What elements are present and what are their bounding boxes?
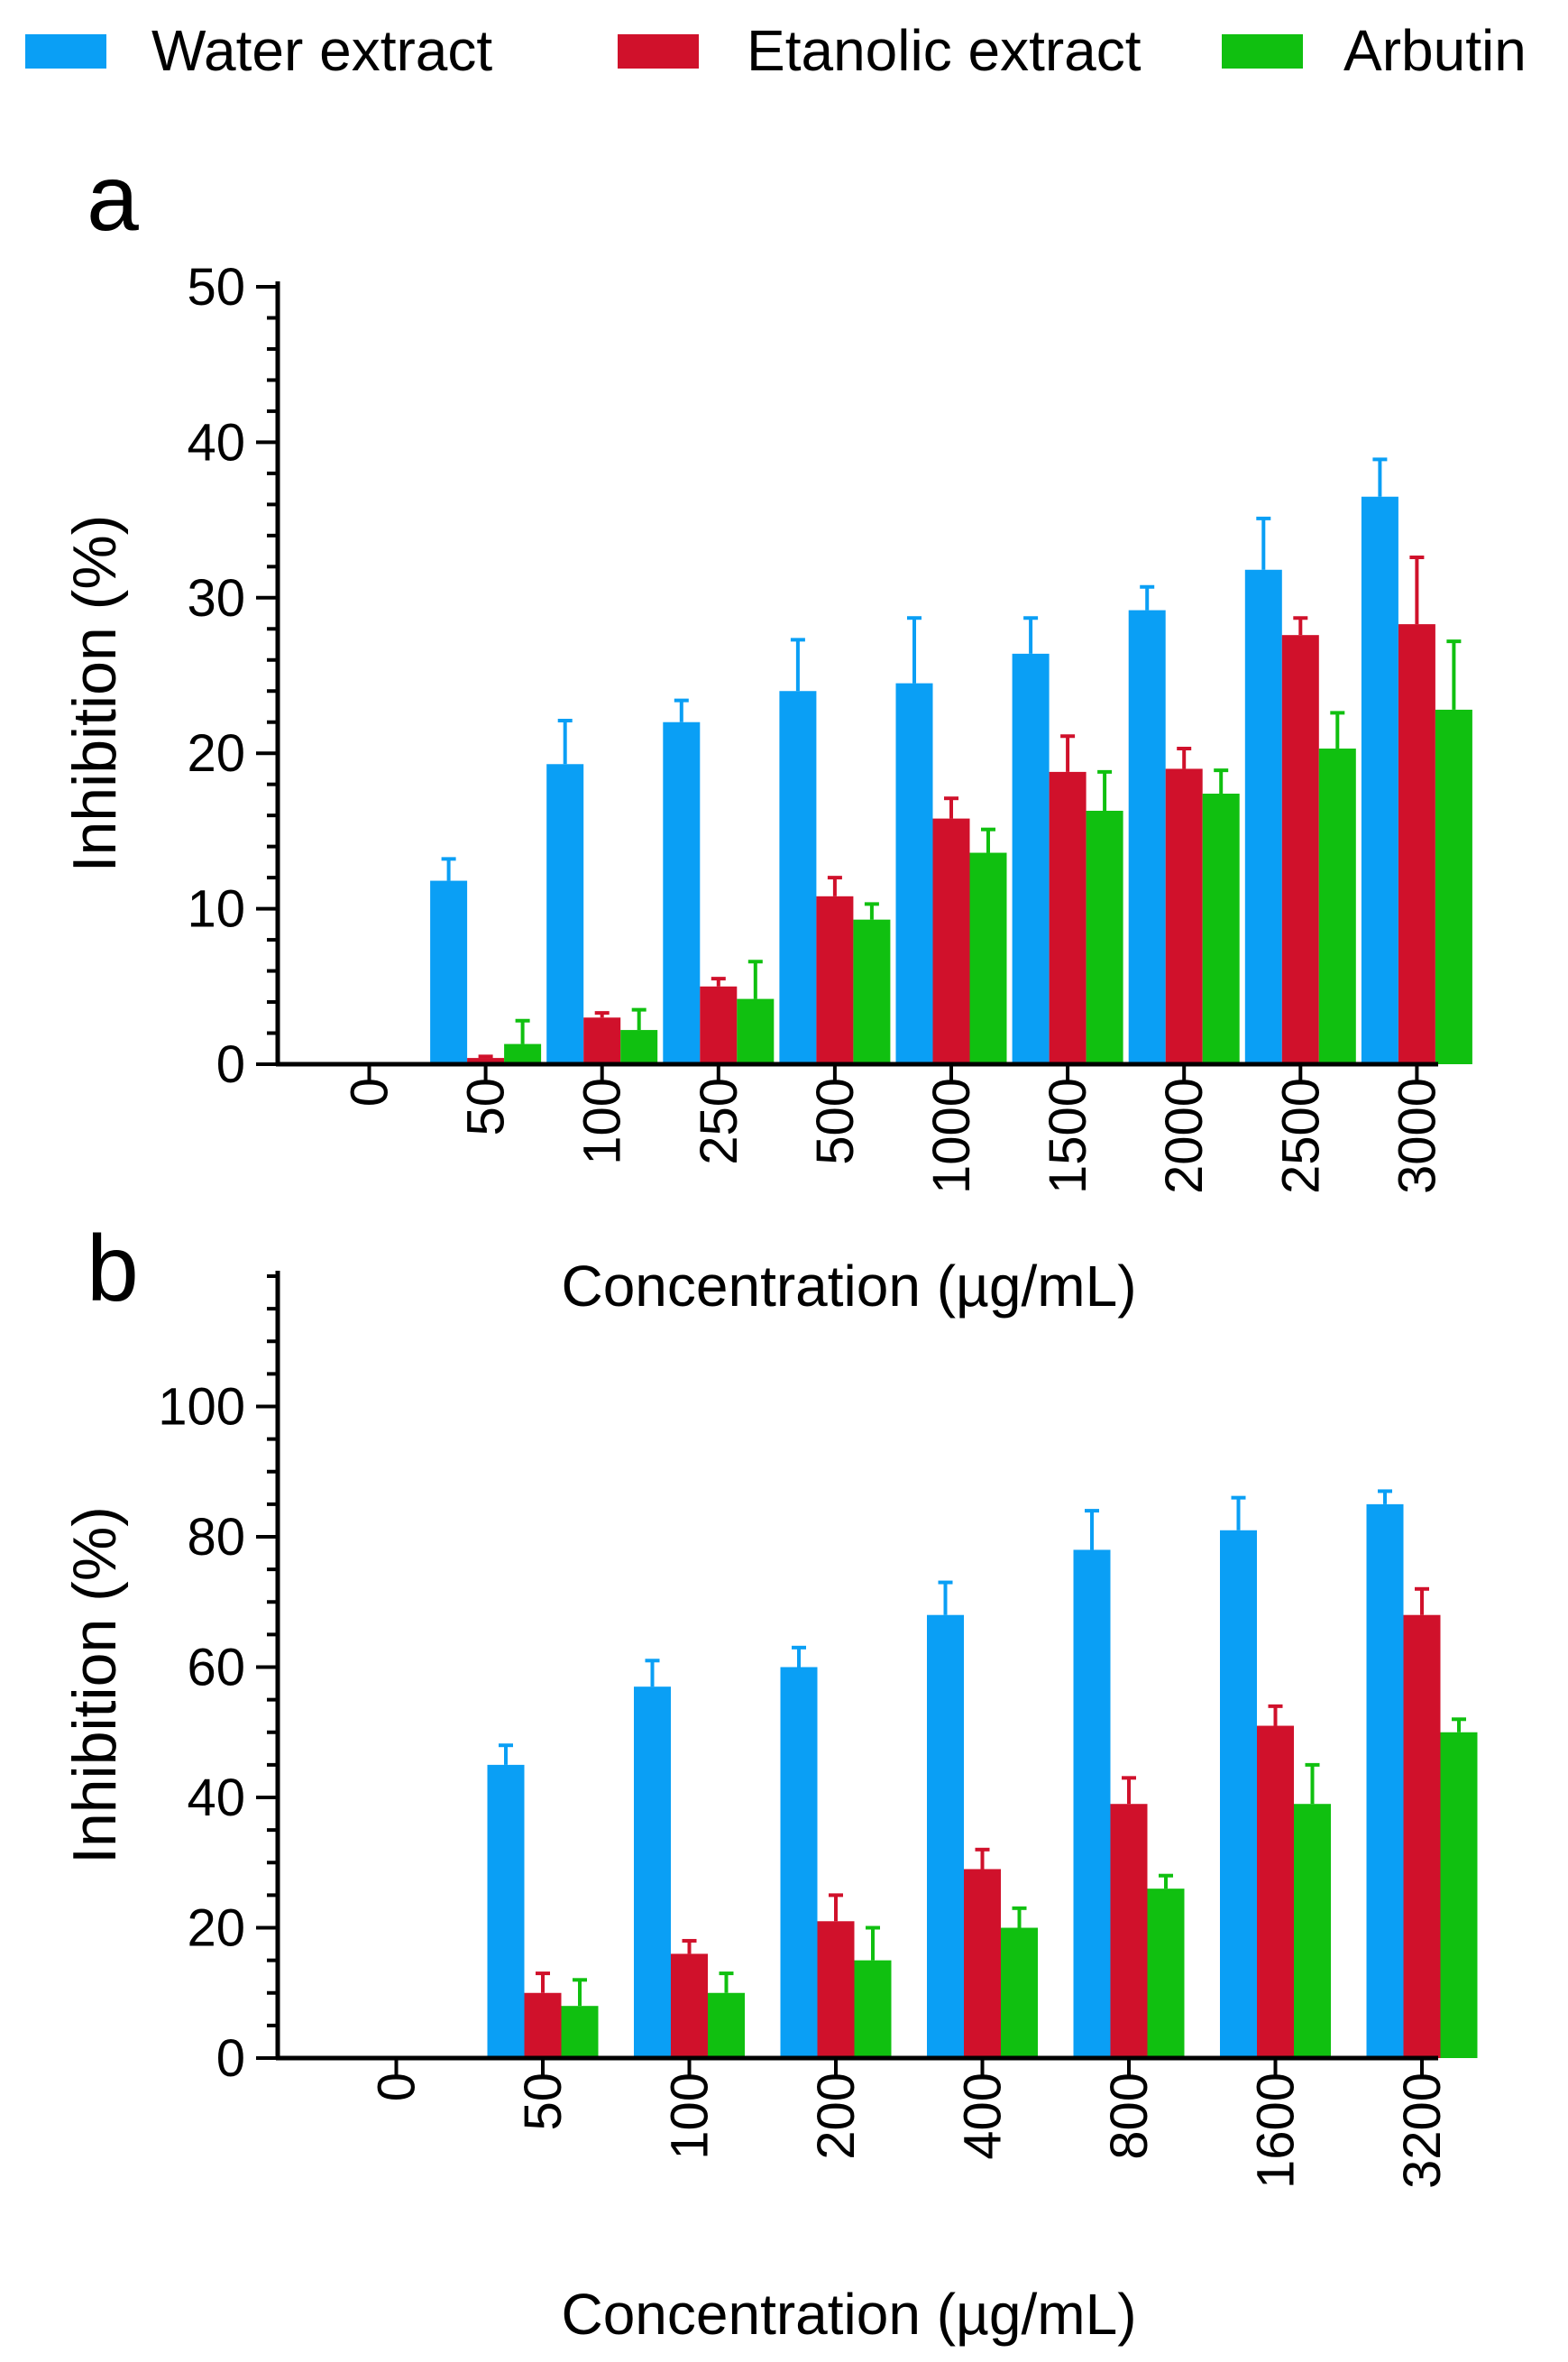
x-tick-label-b: 100 <box>661 2072 720 2160</box>
x-tick-label-b: 1600 <box>1247 2072 1306 2189</box>
panel-letter-b: b <box>87 1217 139 1321</box>
y-tick-label-b: 0 <box>216 2029 245 2088</box>
y-tick-label-b: 40 <box>187 1769 245 1827</box>
bar-a-water-extract-100 <box>546 764 584 1064</box>
bar-b-etanolic-extract-800 <box>1110 1804 1148 2058</box>
y-axis-title-a: Inhibition (%) <box>60 515 129 873</box>
bar-a-arbutin-3000 <box>1435 709 1472 1064</box>
bar-a-arbutin-500 <box>853 919 891 1064</box>
legend-swatch-water <box>25 34 106 69</box>
bar-a-water-extract-50 <box>430 880 468 1064</box>
y-tick-label-a: 0 <box>216 1035 245 1094</box>
bar-b-arbutin-200 <box>854 1960 892 2058</box>
bar-b-etanolic-extract-400 <box>964 1869 1001 2058</box>
bar-a-water-extract-2000 <box>1128 610 1166 1064</box>
bar-a-arbutin-250 <box>737 998 775 1064</box>
bar-a-water-extract-1500 <box>1012 653 1050 1064</box>
bar-b-etanolic-extract-3200 <box>1403 1614 1441 2058</box>
bar-b-water-extract-800 <box>1073 1549 1111 2058</box>
x-tick-label-a: 1000 <box>922 1078 981 1194</box>
y-tick-label-a: 50 <box>187 258 245 317</box>
bar-a-arbutin-100 <box>620 1030 658 1064</box>
legend-label-water: Water extract <box>151 18 493 83</box>
bar-b-etanolic-extract-200 <box>817 1921 855 2058</box>
bar-a-etanolic-extract-100 <box>583 1017 621 1064</box>
y-tick-label-a: 20 <box>187 724 245 783</box>
x-axis-title-b: Concentration (µg/mL) <box>561 2282 1136 2347</box>
bar-b-arbutin-100 <box>708 1992 745 2058</box>
bar-b-water-extract-400 <box>927 1614 964 2058</box>
bar-a-etanolic-extract-1000 <box>932 818 970 1064</box>
y-tick-label-a: 10 <box>187 880 245 939</box>
bar-a-etanolic-extract-50 <box>467 1058 505 1064</box>
bar-b-water-extract-50 <box>487 1764 525 2058</box>
bar-a-etanolic-extract-250 <box>700 986 738 1064</box>
bar-a-water-extract-2500 <box>1244 569 1282 1064</box>
x-tick-label-a: 2000 <box>1155 1078 1214 1194</box>
legend-label-ethanolic: Etanolic extract <box>747 18 1142 83</box>
x-tick-label-a: 1500 <box>1039 1078 1097 1194</box>
bar-a-water-extract-500 <box>779 691 817 1064</box>
legend-swatch-arbutin <box>1222 34 1303 69</box>
bar-a-etanolic-extract-1500 <box>1049 771 1087 1064</box>
x-tick-label-a: 3000 <box>1388 1078 1446 1194</box>
y-tick-label-b: 60 <box>187 1639 245 1697</box>
bar-b-arbutin-50 <box>561 2006 599 2058</box>
bar-a-arbutin-2500 <box>1318 749 1356 1064</box>
bar-a-arbutin-1000 <box>969 852 1007 1064</box>
y-tick-label-a: 40 <box>187 413 245 472</box>
x-tick-label-a: 250 <box>690 1078 748 1165</box>
bar-b-water-extract-1600 <box>1220 1530 1257 2058</box>
bar-a-water-extract-250 <box>663 721 701 1064</box>
y-tick-label-b: 80 <box>187 1508 245 1567</box>
bar-a-etanolic-extract-2500 <box>1281 635 1319 1064</box>
bar-a-water-extract-3000 <box>1361 496 1398 1064</box>
x-tick-label-b: 800 <box>1100 2072 1159 2160</box>
x-tick-label-a: 50 <box>457 1078 516 1136</box>
bar-a-arbutin-2000 <box>1202 794 1240 1064</box>
legend-label-arbutin: Arbutin <box>1343 18 1527 83</box>
bar-b-water-extract-3200 <box>1366 1503 1404 2058</box>
bar-b-water-extract-100 <box>634 1686 671 2058</box>
bar-a-etanolic-extract-2000 <box>1165 768 1203 1064</box>
bar-a-etanolic-extract-500 <box>816 896 854 1064</box>
y-axis-title-b: Inhibition (%) <box>60 1506 129 1864</box>
chart-b: 0 20 40 60 80 100 0 50 100 200 400 800 1600 3200 Conce… <box>60 1271 1478 2347</box>
y-tick-label-b: 20 <box>187 1899 245 1958</box>
bar-b-etanolic-extract-100 <box>671 1953 708 2058</box>
x-tick-label-b: 0 <box>368 2072 426 2101</box>
bar-a-arbutin-1500 <box>1086 810 1123 1064</box>
legend-swatch-ethanolic <box>618 34 699 69</box>
bar-b-etanolic-extract-1600 <box>1257 1725 1294 2058</box>
bar-b-arbutin-800 <box>1147 1889 1185 2058</box>
bar-a-arbutin-50 <box>504 1043 542 1064</box>
x-tick-label-b: 400 <box>954 2072 1013 2160</box>
y-tick-label-a: 30 <box>187 569 245 628</box>
x-tick-label-a: 2500 <box>1271 1078 1330 1194</box>
bar-a-water-extract-1000 <box>895 683 933 1064</box>
x-tick-label-a: 100 <box>573 1078 632 1165</box>
y-tick-label-b: 100 <box>158 1378 245 1437</box>
bar-b-arbutin-3200 <box>1440 1732 1478 2058</box>
x-tick-label-b: 50 <box>514 2072 573 2131</box>
bar-b-etanolic-extract-50 <box>524 1992 562 2058</box>
bar-b-water-extract-200 <box>780 1667 818 2058</box>
x-tick-label-a: 500 <box>806 1078 865 1165</box>
bar-b-arbutin-1600 <box>1294 1804 1331 2058</box>
x-axis-title-a: Concentration (µg/mL) <box>561 1254 1136 1319</box>
x-tick-label-b: 200 <box>807 2072 866 2160</box>
panel-letter-a: a <box>87 146 139 251</box>
x-tick-label-b: 3200 <box>1393 2072 1452 2189</box>
bar-a-etanolic-extract-3000 <box>1398 624 1435 1064</box>
bar-b-arbutin-400 <box>1001 1927 1038 2058</box>
x-tick-label-a: 0 <box>341 1078 399 1107</box>
